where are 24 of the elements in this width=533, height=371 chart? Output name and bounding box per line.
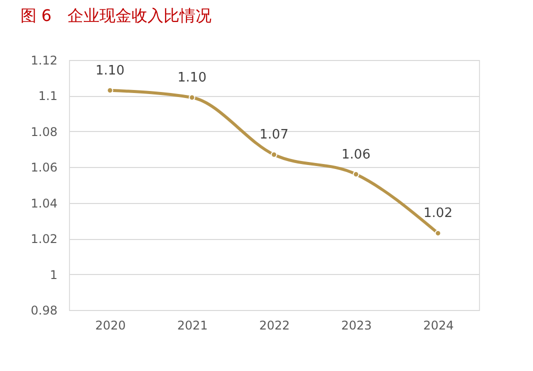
y-tick-label: 1.06: [30, 160, 58, 175]
y-tick-label: 1.04: [30, 196, 58, 210]
point: [434, 230, 442, 236]
data-label: 1.02: [424, 206, 452, 222]
x-tick-label: 2024: [423, 318, 454, 332]
data-label: 1.06: [342, 147, 370, 162]
point: [106, 87, 114, 94]
x-tick-label: 2023: [341, 318, 372, 332]
point: [270, 151, 278, 158]
x-tick-label: 2020: [95, 318, 126, 332]
x-tick-label: 2021: [177, 318, 208, 332]
y-tick-label: 1: [50, 268, 58, 282]
y-tick-label: 1.08: [30, 124, 58, 139]
y-tick-label: 1.12: [30, 54, 58, 68]
data-label: 1.10: [178, 70, 206, 86]
data-label: 1.10: [96, 63, 124, 78]
data-label: 1.07: [260, 128, 288, 143]
y-tick-label: 1.02: [30, 232, 58, 246]
point: [188, 94, 196, 101]
chart-title: 图 6 企业现金收入比情况: [20, 6, 212, 25]
point: [352, 171, 360, 178]
y-tick-label: 0.98: [30, 304, 58, 318]
x-tick-label: 2022: [259, 318, 290, 332]
y-tick-label: 1.1: [38, 89, 58, 104]
